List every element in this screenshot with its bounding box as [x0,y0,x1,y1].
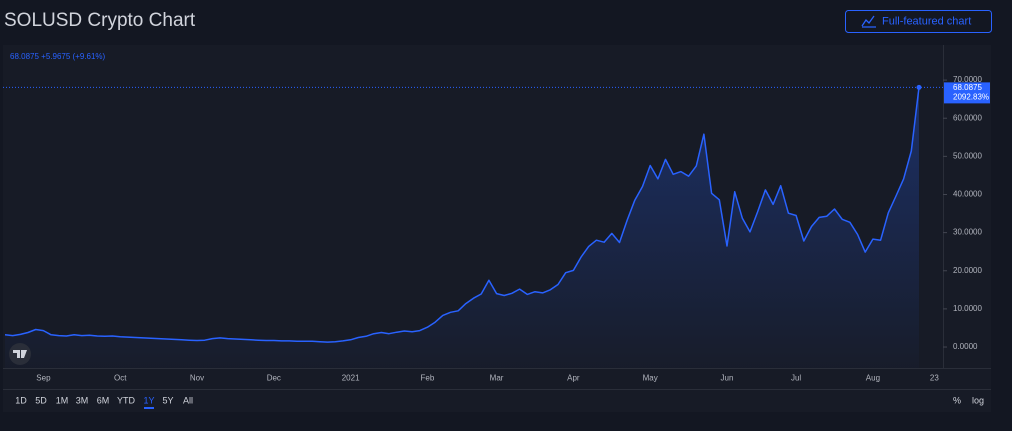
tv-logo [9,343,31,365]
y-tick-label: 20.0000 [953,266,982,275]
legend-price: 68.0875 [10,52,39,61]
x-tick-label: Sep [36,374,51,383]
range-button[interactable]: 6M [97,395,110,405]
legend-change: +5.9675 (+9.61%) [41,52,105,61]
price-tag [944,82,990,104]
range-button[interactable]: 5D [35,395,47,405]
y-tick-label: 30.0000 [953,228,982,237]
button-label: Full-featured chart [882,15,971,27]
x-tick-label: Dec [267,374,281,383]
range-button[interactable]: YTD [117,395,136,405]
x-tick-label: 2021 [342,374,360,383]
y-tick-label: 10.0000 [953,304,982,313]
x-tick-label: Apr [567,374,580,383]
range-button[interactable]: 1M [56,395,69,405]
x-tick-label: Feb [421,374,435,383]
range-button[interactable]: 1Y [143,395,154,405]
price-tag-value: 68.0875 [953,83,982,92]
y-tick-label: 60.0000 [953,113,982,122]
button-frame [845,10,992,33]
range-button[interactable]: 1D [15,395,27,405]
plot-area [3,84,943,368]
x-tick-label: Mar [490,374,504,383]
full-chart-button[interactable]: Full-featured chart [845,10,992,33]
x-tick-label: Jul [791,374,801,383]
y-tick-label: 70.0000 [953,75,982,84]
last-point [916,84,922,90]
x-tick-label: Nov [190,374,204,383]
range-button[interactable]: All [183,395,193,405]
price-tag-percent: 2092.83% [953,92,989,101]
y-tick-label: 50.0000 [953,151,982,160]
x-tick-label: Aug [866,374,880,383]
button-icon [861,15,876,28]
logo-mark [13,350,27,358]
price-line [4,87,920,343]
x-tick-label: Jun [721,374,734,383]
page-title: SOLUSD Crypto Chart [4,10,196,31]
range-button[interactable]: 5Y [162,395,173,405]
y-tick-label: 40.0000 [953,190,982,199]
scale-button[interactable]: log [972,395,984,405]
legend: 68.0875 +5.9675 (+9.61%) [10,52,106,61]
x-tick-label: Oct [114,374,127,383]
y-tick-label: 0.0000 [953,342,978,351]
range-button[interactable]: 3M [76,395,89,405]
area-fill [5,87,919,368]
scale-button[interactable]: % [953,395,961,405]
x-tick-label: May [643,374,658,383]
axes: 0.0000 10.0000 20.0000 30.0000 40.0000 50.000… [36,75,990,383]
x-tick-label: 23 [930,374,939,383]
toolbar: 1D 5D 1M 3M 6M YTD 1Y 5Y All% log [15,395,984,409]
